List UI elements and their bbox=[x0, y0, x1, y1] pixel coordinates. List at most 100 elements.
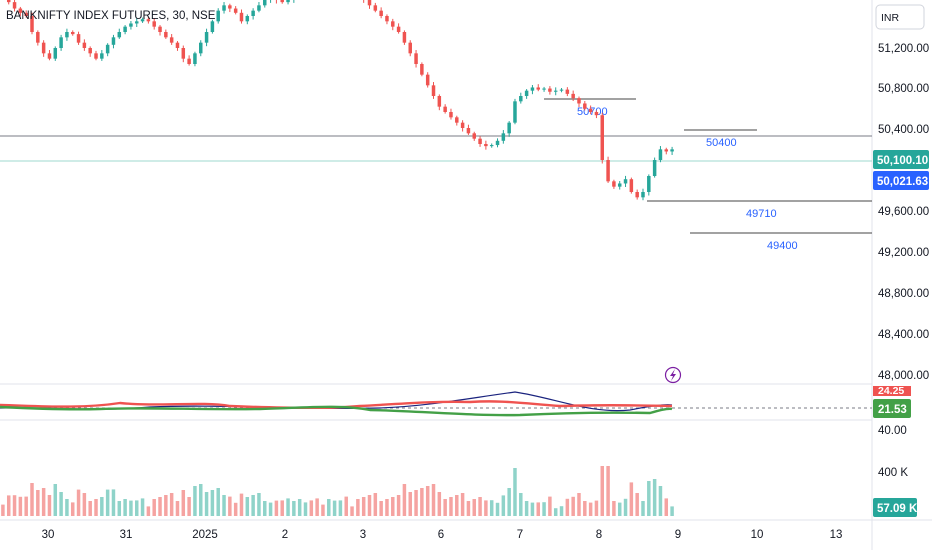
time-label: 7 bbox=[517, 529, 523, 541]
volume-bar bbox=[629, 482, 634, 516]
candle-body bbox=[245, 16, 250, 22]
volume-bar bbox=[117, 501, 122, 516]
candle-body bbox=[216, 10, 220, 22]
candle-body bbox=[222, 5, 226, 11]
volume-bar bbox=[577, 493, 581, 516]
candle-body bbox=[600, 115, 605, 160]
candle-body bbox=[94, 53, 98, 59]
candle-body bbox=[228, 5, 232, 9]
volume-bar bbox=[76, 489, 81, 516]
volume-bar bbox=[548, 496, 552, 516]
volume-bar bbox=[146, 506, 151, 516]
candle-body bbox=[431, 85, 436, 96]
alert-icon[interactable] bbox=[664, 366, 682, 384]
volume-bar bbox=[12, 495, 17, 516]
volume-bar bbox=[489, 500, 494, 516]
volume-bar bbox=[297, 499, 302, 516]
volume-bar bbox=[396, 495, 401, 516]
candle-body bbox=[18, 8, 23, 13]
candle-body bbox=[420, 64, 424, 75]
candle-body bbox=[111, 37, 116, 45]
volume-bar bbox=[652, 479, 657, 516]
volume-bar bbox=[437, 492, 442, 516]
volume-bar bbox=[53, 484, 58, 516]
volume-bar bbox=[647, 481, 651, 516]
volume-bar bbox=[210, 490, 215, 516]
candle-body bbox=[88, 48, 92, 54]
candle-body bbox=[233, 8, 238, 13]
last-price-badge bbox=[873, 150, 929, 169]
volume-bar bbox=[268, 502, 273, 516]
volume-bar bbox=[286, 498, 290, 516]
volume-bar bbox=[70, 502, 75, 516]
level-label-49710: 49710 bbox=[746, 208, 777, 220]
candle-body bbox=[519, 96, 523, 102]
price-tick: 48,000.00 bbox=[878, 370, 929, 382]
volume-bar bbox=[239, 493, 244, 516]
volume-bar bbox=[18, 496, 23, 516]
volume-bar bbox=[600, 466, 605, 516]
candle-body bbox=[391, 21, 395, 27]
candle-body bbox=[379, 10, 383, 16]
candle-body bbox=[117, 32, 122, 38]
price-axis[interactable]: INR 51,200.00 50,800.00 50,400.00 49,600… bbox=[873, 4, 929, 517]
time-label: 8 bbox=[596, 529, 602, 541]
indicator-top-badge bbox=[873, 386, 911, 396]
volume-bar bbox=[332, 500, 337, 516]
candle-body bbox=[12, 2, 17, 9]
volume-bar bbox=[129, 500, 133, 516]
price-tick: 51,200.00 bbox=[878, 43, 929, 55]
volume-bar bbox=[513, 468, 517, 516]
volume-bar bbox=[460, 493, 465, 516]
volume-bar bbox=[594, 500, 599, 516]
volume-bar bbox=[338, 500, 343, 516]
volume-bar bbox=[367, 495, 372, 516]
volume-bar bbox=[361, 497, 366, 516]
volume-bar bbox=[571, 496, 575, 516]
volume-bar bbox=[344, 496, 348, 516]
candle-body bbox=[47, 53, 52, 59]
volume-bar bbox=[356, 499, 360, 516]
volume-bar bbox=[408, 492, 412, 516]
volume-bar bbox=[443, 499, 447, 516]
candle-body bbox=[647, 176, 651, 192]
volume-bar bbox=[309, 500, 314, 516]
candle-body bbox=[623, 179, 628, 184]
volume-bar bbox=[36, 490, 40, 516]
candle-body bbox=[612, 181, 616, 187]
candle-body bbox=[59, 37, 63, 48]
volume-bar bbox=[82, 493, 87, 516]
volume-bar bbox=[216, 488, 220, 516]
volume-bar bbox=[187, 497, 191, 516]
candle-body bbox=[449, 112, 453, 118]
volume-bar bbox=[641, 501, 645, 516]
time-axis[interactable]: 30 31 2025 2 3 6 7 8 9 10 13 bbox=[42, 529, 843, 541]
candle-body bbox=[82, 42, 87, 48]
currency-button[interactable] bbox=[875, 4, 925, 30]
volume-bar bbox=[542, 502, 546, 516]
volume-bar bbox=[135, 500, 139, 516]
volume-bar bbox=[565, 498, 570, 516]
currency-label: INR bbox=[881, 12, 900, 24]
volume-bar bbox=[495, 502, 500, 516]
candle-body bbox=[36, 32, 40, 43]
volume-bar bbox=[414, 490, 418, 516]
volume-bar bbox=[455, 495, 459, 516]
volume-bar bbox=[152, 499, 156, 516]
candle-body bbox=[484, 144, 488, 147]
volume-bar bbox=[47, 495, 52, 516]
volume-bar bbox=[484, 500, 488, 516]
candle-body bbox=[100, 53, 104, 59]
candle-body bbox=[385, 16, 389, 22]
volume-bar bbox=[612, 501, 616, 516]
candle-body bbox=[105, 44, 110, 54]
candle-body bbox=[513, 101, 517, 123]
volume-bar bbox=[559, 506, 564, 516]
candle-body bbox=[6, 0, 11, 3]
volume-bar bbox=[315, 498, 319, 516]
volume-bar bbox=[175, 501, 180, 516]
candle-body bbox=[629, 179, 634, 192]
candle-body bbox=[41, 42, 46, 54]
candle-body bbox=[495, 140, 500, 146]
